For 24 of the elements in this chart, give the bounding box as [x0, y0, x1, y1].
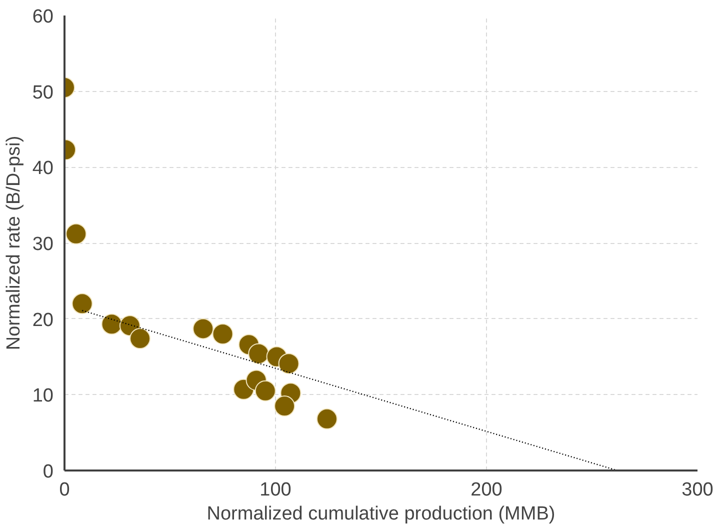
y-tick-label: 0 [42, 462, 54, 482]
x-axis-title: Normalized cumulative production (MMB) [206, 504, 556, 524]
point [212, 324, 234, 344]
point [278, 353, 300, 374]
point [72, 293, 93, 314]
point [254, 380, 276, 402]
x-tick-label: 0 [59, 480, 70, 500]
y-tick-label: 60 [32, 6, 54, 28]
y-tick-label: 30 [32, 234, 54, 255]
y-axis-title: Normalized rate (B/D-psi) [3, 136, 24, 350]
point [130, 328, 151, 350]
point [66, 223, 87, 244]
point [316, 408, 338, 430]
y-tick-label: 40 [32, 158, 54, 180]
point [192, 318, 214, 340]
x-tick-label: 300 [682, 480, 714, 500]
x-tick-label: 100 [260, 480, 292, 500]
y-tick-label: 20 [32, 310, 54, 331]
y-tick-label: 10 [32, 386, 54, 407]
point [101, 314, 122, 335]
x-tick-label: 200 [470, 480, 502, 500]
y-tick-label: 50 [32, 82, 54, 104]
point [274, 396, 296, 417]
point [248, 343, 270, 364]
